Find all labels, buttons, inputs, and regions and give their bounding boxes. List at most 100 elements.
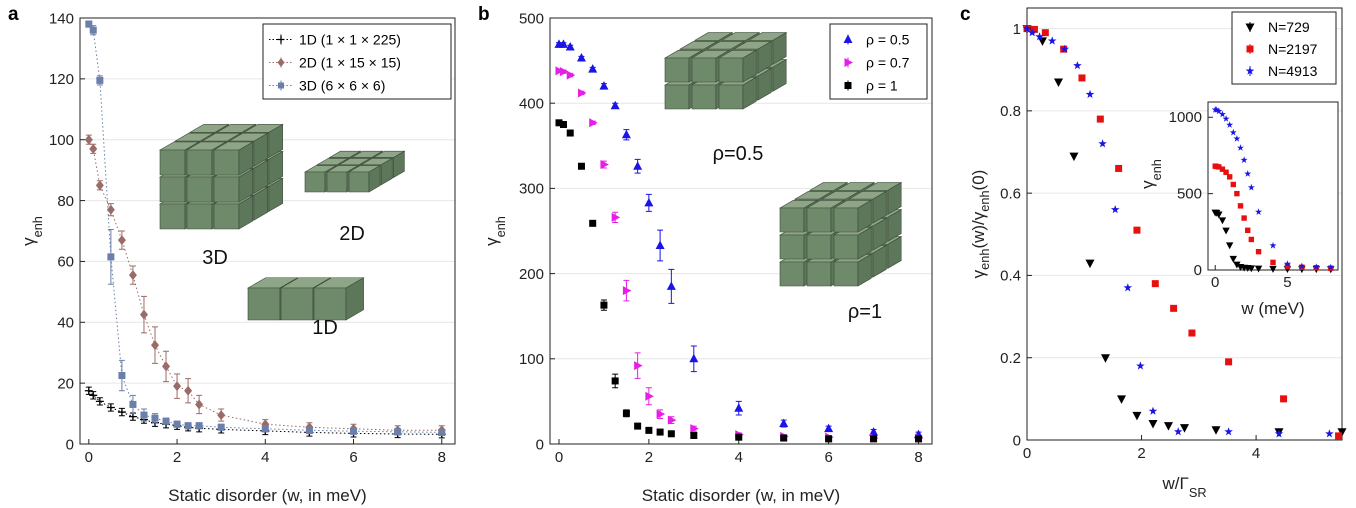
y-tick-label: 0.8 [1000,103,1021,120]
data-point [1148,420,1158,429]
data-point [151,414,159,422]
x-tick-label: 0 [1023,445,1031,462]
cube-front [247,287,281,321]
cube-side [857,226,872,260]
data-point [577,162,585,170]
x-tick-label: 0 [85,449,93,466]
data-point [1218,110,1226,118]
axes-frame [1026,7,1343,441]
data-point [162,361,171,372]
x-tick-label: 8 [438,449,446,466]
x-tick-label: 6 [349,449,357,466]
y-tick-label: 1000 [1169,109,1202,126]
data-point [1222,227,1230,235]
cube-front [186,149,213,176]
cube-block [832,199,873,233]
series--1 [555,119,923,443]
cube-1d [246,277,365,321]
data-point [1069,152,1079,162]
cube-front [664,84,690,110]
legend-label: N=729 [1268,19,1310,35]
data-point [1133,226,1141,234]
cube-front [159,176,186,203]
data-point [780,434,788,442]
cube-side [872,190,887,224]
data-point [656,409,666,419]
cube-front [280,287,314,321]
cube-front [159,203,186,230]
data-point [644,197,654,207]
y-axis-label: γenh(w)/γenh(0) [969,170,992,279]
data-point [666,281,676,290]
data-point [1073,61,1082,70]
cube-2d [303,150,406,193]
data-point [559,121,567,128]
data-point [690,431,698,439]
data-point [690,424,699,434]
panel-label-c: c [960,4,971,25]
data-point [655,240,665,249]
data-point [558,39,568,48]
legend-label: ρ = 0.7 [866,55,910,71]
legend-label: 3D (6 × 6 × 6) [299,78,385,94]
cube-side [393,150,405,179]
data-point [1312,263,1320,270]
data-point [1274,429,1284,438]
legend-marker [1246,45,1254,53]
data-point [1269,265,1277,273]
data-point [89,143,98,154]
data-point [1211,426,1221,435]
y-tick-label: 0 [66,436,74,453]
data-point [824,423,834,433]
y-tick-label: 100 [49,132,74,149]
y-tick-label: 120 [49,71,74,88]
series-3d-6-6-6- [85,20,446,436]
cube-front [326,171,348,193]
data-point [645,391,654,401]
y-tick-label: 0 [1013,432,1021,449]
data-point [1240,156,1248,163]
axes-frame [79,17,456,445]
data-point [173,381,182,392]
series-n-4913 [1022,24,1334,438]
data-point [621,129,631,139]
legend-box [262,23,452,100]
cube-front [833,207,859,233]
y-tick-label: 60 [57,254,74,271]
cube-front [806,207,832,233]
y-tick-label: 100 [519,351,544,368]
legend-item: 3D (6 × 6 × 6) [269,78,385,94]
data-point [555,119,563,127]
data-point [85,20,93,28]
cube-side [772,59,787,92]
data-point [195,399,204,410]
cube-label-3d: 3D [202,247,228,269]
cube-label-rho-0.5: ρ=0.5 [713,143,764,165]
data-point [1255,248,1262,255]
data-point [1284,263,1291,269]
cube-front [213,149,240,176]
data-point [1237,203,1244,209]
cube-front [718,84,744,110]
data-point [1247,265,1256,273]
data-point [162,417,170,425]
data-point [588,64,598,73]
x-axis-label: w/ΓSR [1161,474,1206,500]
panel-b-chart: 0 2 4 6 8 0 100 200 300 400 500 Static disorder (w,… [482,10,933,505]
cube-front [664,57,690,83]
data-point [600,160,609,170]
cube-side [380,157,393,186]
legend-item: ρ = 0.5 [843,32,910,48]
cube-front [304,171,326,193]
data-point [1237,144,1244,151]
cube-rho-1 [778,182,903,287]
data-point [1170,304,1178,312]
series-n-729 [1211,209,1335,274]
cube-front [718,57,744,83]
legend-marker [277,58,285,67]
data-point [1222,115,1230,122]
data-point [96,76,104,84]
data-point [1244,170,1252,177]
